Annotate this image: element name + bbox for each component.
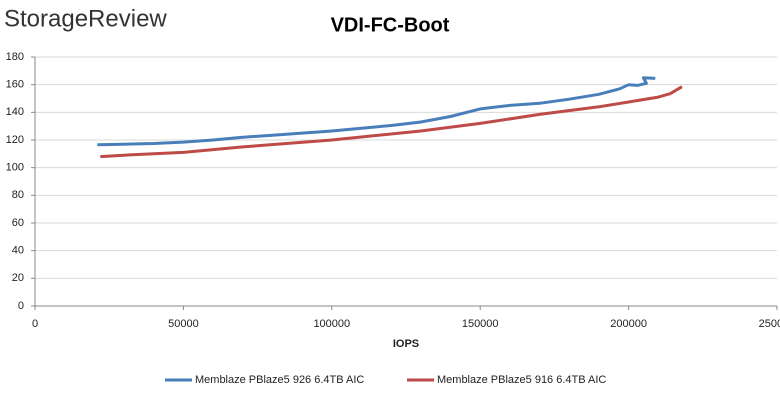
y-tick-label: 100: [6, 162, 24, 174]
x-tick-label: 150000: [462, 318, 499, 330]
x-tick-label: 50000: [168, 318, 199, 330]
y-tick-label: 140: [6, 106, 24, 118]
y-tick-label: 120: [6, 134, 24, 146]
chart-title: VDI-FC-Boot: [331, 14, 450, 36]
x-tick-label: 100000: [313, 318, 350, 330]
y-tick-label: 40: [12, 245, 24, 257]
x-tick-label: 250000: [759, 318, 780, 330]
y-tick-label: 160: [6, 79, 24, 91]
y-tick-label: 0: [18, 300, 24, 312]
y-tick-label: 180: [6, 51, 24, 63]
logo: StorageReview: [4, 5, 167, 32]
y-tick-label: 60: [12, 217, 24, 229]
x-axis-label: IOPS: [393, 338, 419, 350]
x-tick-label: 0: [32, 318, 38, 330]
series-line: [100, 85, 683, 159]
y-tick-label: 80: [12, 189, 24, 201]
y-tick-label: 20: [12, 272, 24, 284]
x-tick-label: 200000: [610, 318, 647, 330]
legend-label: Memblaze PBlaze5 916 6.4TB AIC: [437, 374, 606, 386]
legend-label: Memblaze PBlaze5 926 6.4TB AIC: [195, 374, 364, 386]
series-line: [97, 76, 656, 147]
